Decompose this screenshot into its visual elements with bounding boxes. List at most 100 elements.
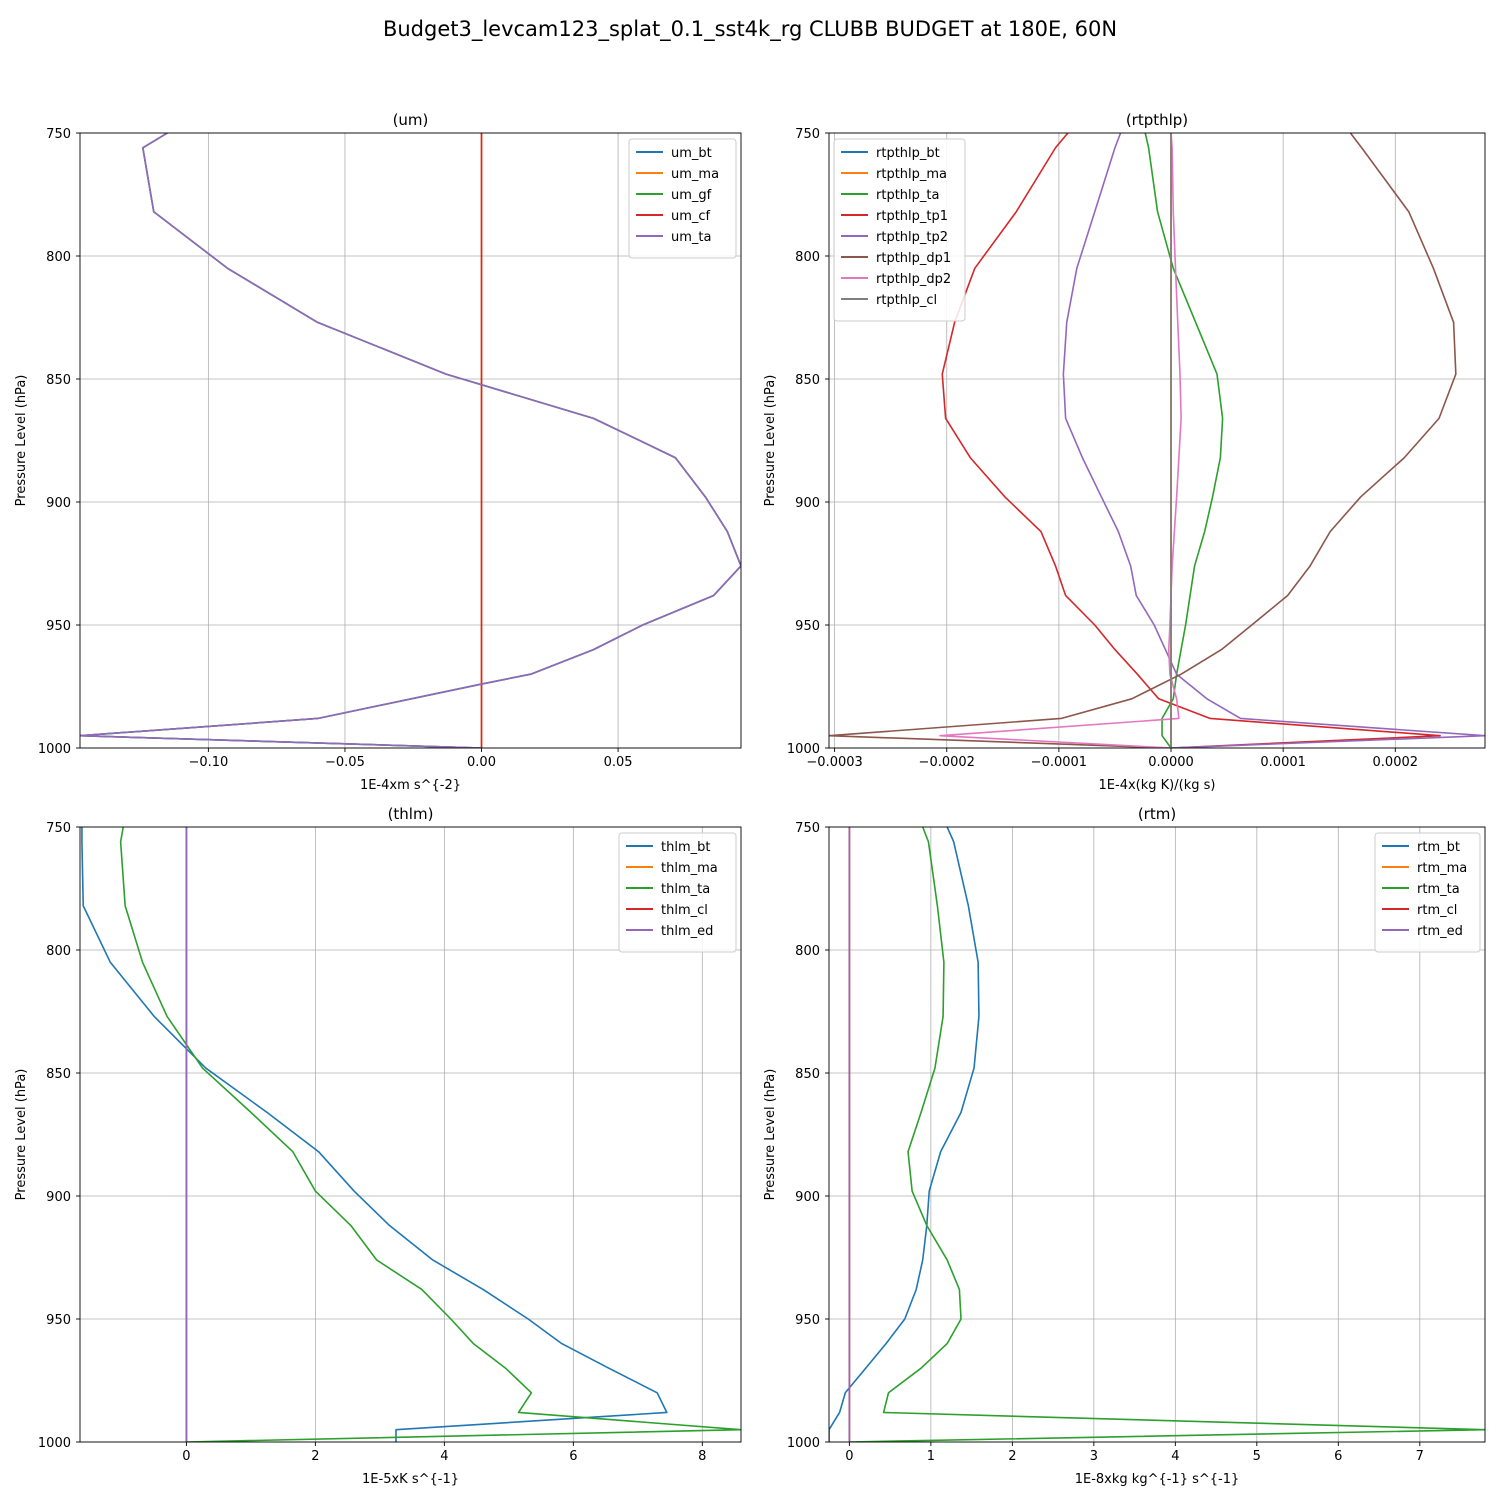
chart-4-x-tick-label: 1 bbox=[927, 1449, 935, 1464]
chart-2-series-line-rtpthlp_tp1 bbox=[941, 133, 1441, 748]
chart-4-legend: rtm_bt rtm_ma rtm_ta rtm_cl rtm_ed bbox=[1374, 832, 1481, 953]
chart-1-x-tick-label: −0.05 bbox=[325, 755, 365, 770]
chart-4-series-line-rtm_ta bbox=[849, 827, 1485, 1442]
chart-4-y-tick-label: 1000 bbox=[787, 1436, 820, 1451]
chart-2-legend-label-rtpthlp_cl: rtpthlp_cl bbox=[876, 293, 937, 308]
chart-1-x-tick-label: 0.00 bbox=[467, 755, 496, 770]
chart-2-y-tick-label: 900 bbox=[795, 496, 820, 511]
chart-3-x-tick-label: 8 bbox=[698, 1449, 706, 1464]
chart-2-legend: rtpthlp_bt rtpthlp_ma rtpthlp_ta rtpthlp_tp… bbox=[833, 138, 966, 322]
chart-4-x-tick-label: 3 bbox=[1090, 1449, 1098, 1464]
chart-4-x-tick-label: 7 bbox=[1416, 1449, 1424, 1464]
chart-1-y-tick-label: 1000 bbox=[38, 742, 71, 757]
chart-4-legend-label-rtm_ta: rtm_ta bbox=[1417, 882, 1460, 897]
chart-2-legend-label-rtpthlp_dp1: rtpthlp_dp1 bbox=[876, 251, 951, 266]
chart-2-series-line-rtpthlp_dp1 bbox=[829, 133, 1457, 748]
chart-1-x-tick-label: 0.05 bbox=[604, 755, 633, 770]
chart-2-y-tick-label: 750 bbox=[795, 127, 820, 142]
chart-3-y-tick-label: 1000 bbox=[38, 1436, 71, 1451]
chart-4-x-axis-label: 1E-8xkg kg^{-1} s^{-1} bbox=[1075, 1472, 1240, 1487]
chart-4-legend-box bbox=[1374, 832, 1481, 953]
chart-4-x-tick-label: 2 bbox=[1008, 1449, 1016, 1464]
chart-1-y-tick-label: 800 bbox=[46, 250, 71, 265]
chart-4-x-tick-label: 0 bbox=[845, 1449, 853, 1464]
chart-4-legend-label-rtm_bt: rtm_bt bbox=[1417, 840, 1460, 855]
chart-4-x-tick-label: 6 bbox=[1334, 1449, 1342, 1464]
chart-4-x-tick-label: 5 bbox=[1253, 1449, 1261, 1464]
chart-2-y-tick-label: 800 bbox=[795, 250, 820, 265]
chart-2-series-line-rtpthlp_tp2 bbox=[1062, 133, 1485, 748]
chart-1-legend-box bbox=[628, 138, 737, 259]
chart-2-x-tick-label: −0.0002 bbox=[919, 755, 975, 770]
chart-3-legend-label-thlm_ed: thlm_ed bbox=[661, 924, 713, 939]
chart-1-legend-label-um_cf: um_cf bbox=[671, 209, 711, 224]
chart-3-y-tick-label: 750 bbox=[46, 821, 71, 836]
chart-4-y-tick-label: 900 bbox=[795, 1190, 820, 1205]
chart-2-x-tick-label: 0.0002 bbox=[1373, 755, 1419, 770]
chart-1-series-group bbox=[80, 133, 741, 748]
chart-2-series-line-rtpthlp_ta bbox=[1144, 133, 1224, 748]
chart-3-series-line-thlm_bt bbox=[81, 827, 668, 1442]
chart-1-title: (um) bbox=[393, 111, 429, 129]
chart-3-frame bbox=[79, 826, 742, 1443]
chart-1-series-line-um_ta bbox=[80, 133, 741, 748]
chart-1-y-tick-label: 750 bbox=[46, 127, 71, 142]
chart-3-y-axis-label: Pressure Level (hPa) bbox=[14, 1069, 29, 1201]
chart-4-series-group bbox=[829, 827, 1485, 1442]
chart-3-x-tick-label: 4 bbox=[440, 1449, 448, 1464]
chart-2-y-axis-label: Pressure Level (hPa) bbox=[763, 375, 778, 507]
chart-1-y-tick-label: 850 bbox=[46, 373, 71, 388]
chart-2-series-line-rtpthlp_dp2 bbox=[939, 133, 1182, 748]
chart-3-legend-box bbox=[618, 832, 737, 953]
chart-2-y-tick-label: 1000 bbox=[787, 742, 820, 757]
chart-2-series-group bbox=[829, 133, 1485, 748]
chart-3-y-tick-label: 950 bbox=[46, 1313, 71, 1328]
figure-title: Budget3_levcam123_splat_0.1_sst4k_rg CLU… bbox=[383, 17, 1117, 42]
chart-3-y-tick-label: 850 bbox=[46, 1067, 71, 1082]
chart-4-y-axis-label: Pressure Level (hPa) bbox=[763, 1069, 778, 1201]
chart-2-title: (rtpthlp) bbox=[1126, 111, 1188, 129]
chart-2-frame bbox=[828, 132, 1486, 749]
chart-4-y-tick-label: 850 bbox=[795, 1067, 820, 1082]
chart-1-y-tick-label: 900 bbox=[46, 496, 71, 511]
chart-4-legend-label-rtm_ed: rtm_ed bbox=[1417, 924, 1463, 939]
chart-3-legend-label-thlm_ma: thlm_ma bbox=[661, 861, 718, 876]
chart-2-legend-label-rtpthlp_tp1: rtpthlp_tp1 bbox=[876, 209, 948, 224]
chart-1-legend: um_bt um_ma um_gf um_cf um_ta bbox=[628, 138, 737, 259]
chart-2-x-tick-label: 0.0000 bbox=[1148, 755, 1194, 770]
chart-2-legend-label-rtpthlp_ma: rtpthlp_ma bbox=[876, 167, 947, 182]
chart-4: 0 1 2 3 4 5 6 7 750 800 850 900 950 1000 (rtm) 1E-8xkg … bbox=[763, 805, 1486, 1487]
chart-1-legend-label-um_ma: um_ma bbox=[671, 167, 719, 182]
chart-4-legend-label-rtm_ma: rtm_ma bbox=[1417, 861, 1467, 876]
chart-4-frame bbox=[828, 826, 1486, 1443]
chart-3-x-axis-label: 1E-5xK s^{-1} bbox=[362, 1472, 459, 1487]
chart-3-legend-label-thlm_ta: thlm_ta bbox=[661, 882, 710, 897]
chart-3-y-tick-label: 900 bbox=[46, 1190, 71, 1205]
chart-3-x-tick-label: 0 bbox=[182, 1449, 190, 1464]
chart-1: −0.10 −0.05 0.00 0.05 750 800 850 900 950 1000 (um… bbox=[14, 111, 742, 793]
chart-2-legend-box bbox=[833, 138, 966, 322]
chart-3-x-tick-label: 6 bbox=[569, 1449, 577, 1464]
chart-4-y-tick-label: 800 bbox=[795, 944, 820, 959]
chart-2-x-tick-label: −0.0001 bbox=[1031, 755, 1087, 770]
chart-1-frame bbox=[79, 132, 742, 749]
chart-2-legend-label-rtpthlp_dp2: rtpthlp_dp2 bbox=[876, 272, 951, 287]
chart-2-y-tick-label: 950 bbox=[795, 619, 820, 634]
chart-2-legend-label-rtpthlp_ta: rtpthlp_ta bbox=[876, 188, 939, 203]
chart-3-legend-label-thlm_bt: thlm_bt bbox=[661, 840, 710, 855]
chart-4-x-tick-label: 4 bbox=[1171, 1449, 1179, 1464]
chart-4-legend-label-rtm_cl: rtm_cl bbox=[1417, 903, 1457, 918]
chart-3-x-tick-label: 2 bbox=[311, 1449, 319, 1464]
chart-1-legend-label-um_gf: um_gf bbox=[671, 188, 712, 203]
chart-1-x-axis-label: 1E-4xm s^{-2} bbox=[360, 778, 461, 793]
chart-4-title: (rtm) bbox=[1138, 805, 1176, 823]
chart-3-y-tick-label: 800 bbox=[46, 944, 71, 959]
chart-1-legend-label-um_bt: um_bt bbox=[671, 146, 712, 161]
chart-1-x-tick-label: −0.10 bbox=[188, 755, 228, 770]
chart-4-y-tick-label: 750 bbox=[795, 821, 820, 836]
chart-4-y-tick-label: 950 bbox=[795, 1313, 820, 1328]
chart-2-legend-label-rtpthlp_bt: rtpthlp_bt bbox=[876, 146, 940, 161]
chart-3-legend-label-thlm_cl: thlm_cl bbox=[661, 903, 708, 918]
chart-1-y-tick-label: 950 bbox=[46, 619, 71, 634]
